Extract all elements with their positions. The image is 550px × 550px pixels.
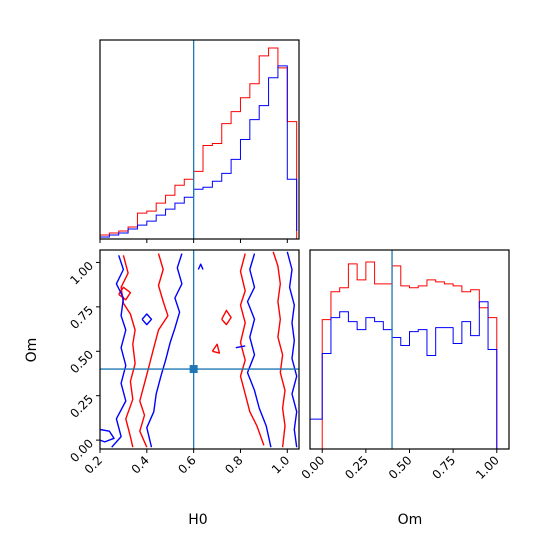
contour-red-1	[120, 255, 136, 448]
contour-blue-2	[246, 253, 272, 448]
contour-xtick-label-3: 0.8	[222, 453, 245, 476]
contour-blue-3	[286, 251, 298, 448]
contour-plot-area	[100, 250, 299, 449]
contour-blue-7	[235, 345, 246, 349]
h0-histogram-panel	[99, 39, 300, 243]
y-axis-label-om: Om	[24, 338, 40, 363]
contour-xtick-label-1: 0.4	[129, 453, 152, 476]
x-axis-label-om: Om	[398, 512, 423, 528]
om-hist-xtick-label-1: 0.25	[342, 453, 371, 482]
contour-truth-marker	[189, 365, 198, 374]
contour-blue-1	[111, 255, 127, 448]
contour-blue-4	[100, 428, 115, 443]
contour-ytick-label-1: 0.25	[67, 392, 96, 421]
om-hist-xtick-label-3: 0.75	[429, 453, 458, 482]
contour-xtick-label-2: 0.6	[175, 453, 198, 476]
contour-ytick-label-4: 1.00	[67, 259, 96, 288]
om-hist-xtick-label-2: 0.50	[386, 453, 415, 482]
om-hist-step-red	[310, 261, 509, 449]
contour-blue-6	[141, 313, 153, 326]
contour-red-5	[221, 309, 232, 326]
om-hist-xtick-label-4: 1.00	[473, 453, 502, 482]
om-hist-step-blue	[310, 301, 509, 449]
contour-ytick-label-2: 0.50	[67, 347, 96, 376]
contour-blue-5	[197, 263, 204, 270]
h0-hist-frame	[99, 39, 300, 240]
contour-red-2	[239, 253, 265, 446]
h0-hist-plot-area	[100, 40, 298, 239]
contour-ytick-label-3: 0.75	[67, 303, 96, 332]
h0-om-contour-panel: 0.2 0.4 0.6 0.8 1.00.000.250.500.751.00	[67, 249, 300, 477]
om-hist-plot-area	[310, 250, 509, 449]
contour-red-0	[139, 253, 169, 448]
contour-frame	[99, 249, 300, 450]
contour-blue-0	[146, 253, 183, 448]
om-hist-frame	[309, 249, 510, 450]
contour-xtick-label-4: 1.0	[269, 453, 292, 476]
h0-hist-step-blue	[100, 65, 298, 239]
contour-red-6	[211, 343, 221, 354]
contour-red-3	[272, 251, 286, 448]
om-histogram-panel: 0.00 0.25 0.50 0.75 1.00	[299, 249, 510, 482]
om-hist-xtick-label-0: 0.00	[299, 453, 328, 482]
h0-hist-step-red	[100, 47, 298, 239]
x-axis-label-h0: H0	[188, 512, 207, 528]
